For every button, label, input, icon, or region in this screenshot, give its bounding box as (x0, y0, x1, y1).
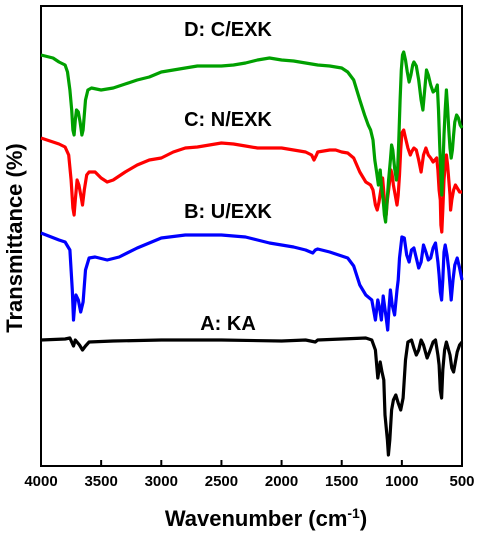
series-line-2 (40, 231, 464, 332)
spectra-curves (40, 50, 464, 457)
series-label: B: U/EXK (184, 201, 272, 223)
series-label: A: KA (200, 313, 256, 335)
x-tick-label: 500 (449, 473, 474, 490)
x-tick-label: 2500 (205, 473, 238, 490)
series-line-4 (40, 50, 464, 224)
x-tick-label: 1500 (325, 473, 358, 490)
x-axis-title: Wavenumber (cm-1) (165, 505, 367, 531)
series-label: D: C/EXK (184, 19, 272, 41)
x-tick-label: 3500 (84, 473, 117, 490)
plot-area (40, 5, 463, 467)
x-axis: 4000 3500 3000 2500 2000 1500 1000 500 (24, 460, 475, 490)
x-tick-label: 1000 (385, 473, 418, 490)
x-tick-label: 3000 (145, 473, 178, 490)
series-labels: D: C/EXK C: N/EXK B: U/EXK A: KA (184, 19, 272, 335)
plot-frame (40, 5, 463, 467)
x-tick-label: 4000 (24, 473, 57, 490)
series-line-1 (40, 336, 464, 457)
y-axis-title: Transmittance (%) (2, 143, 27, 333)
series-label: C: N/EXK (184, 109, 272, 131)
series-line-3 (40, 128, 462, 234)
x-tick-label: 2000 (265, 473, 298, 490)
